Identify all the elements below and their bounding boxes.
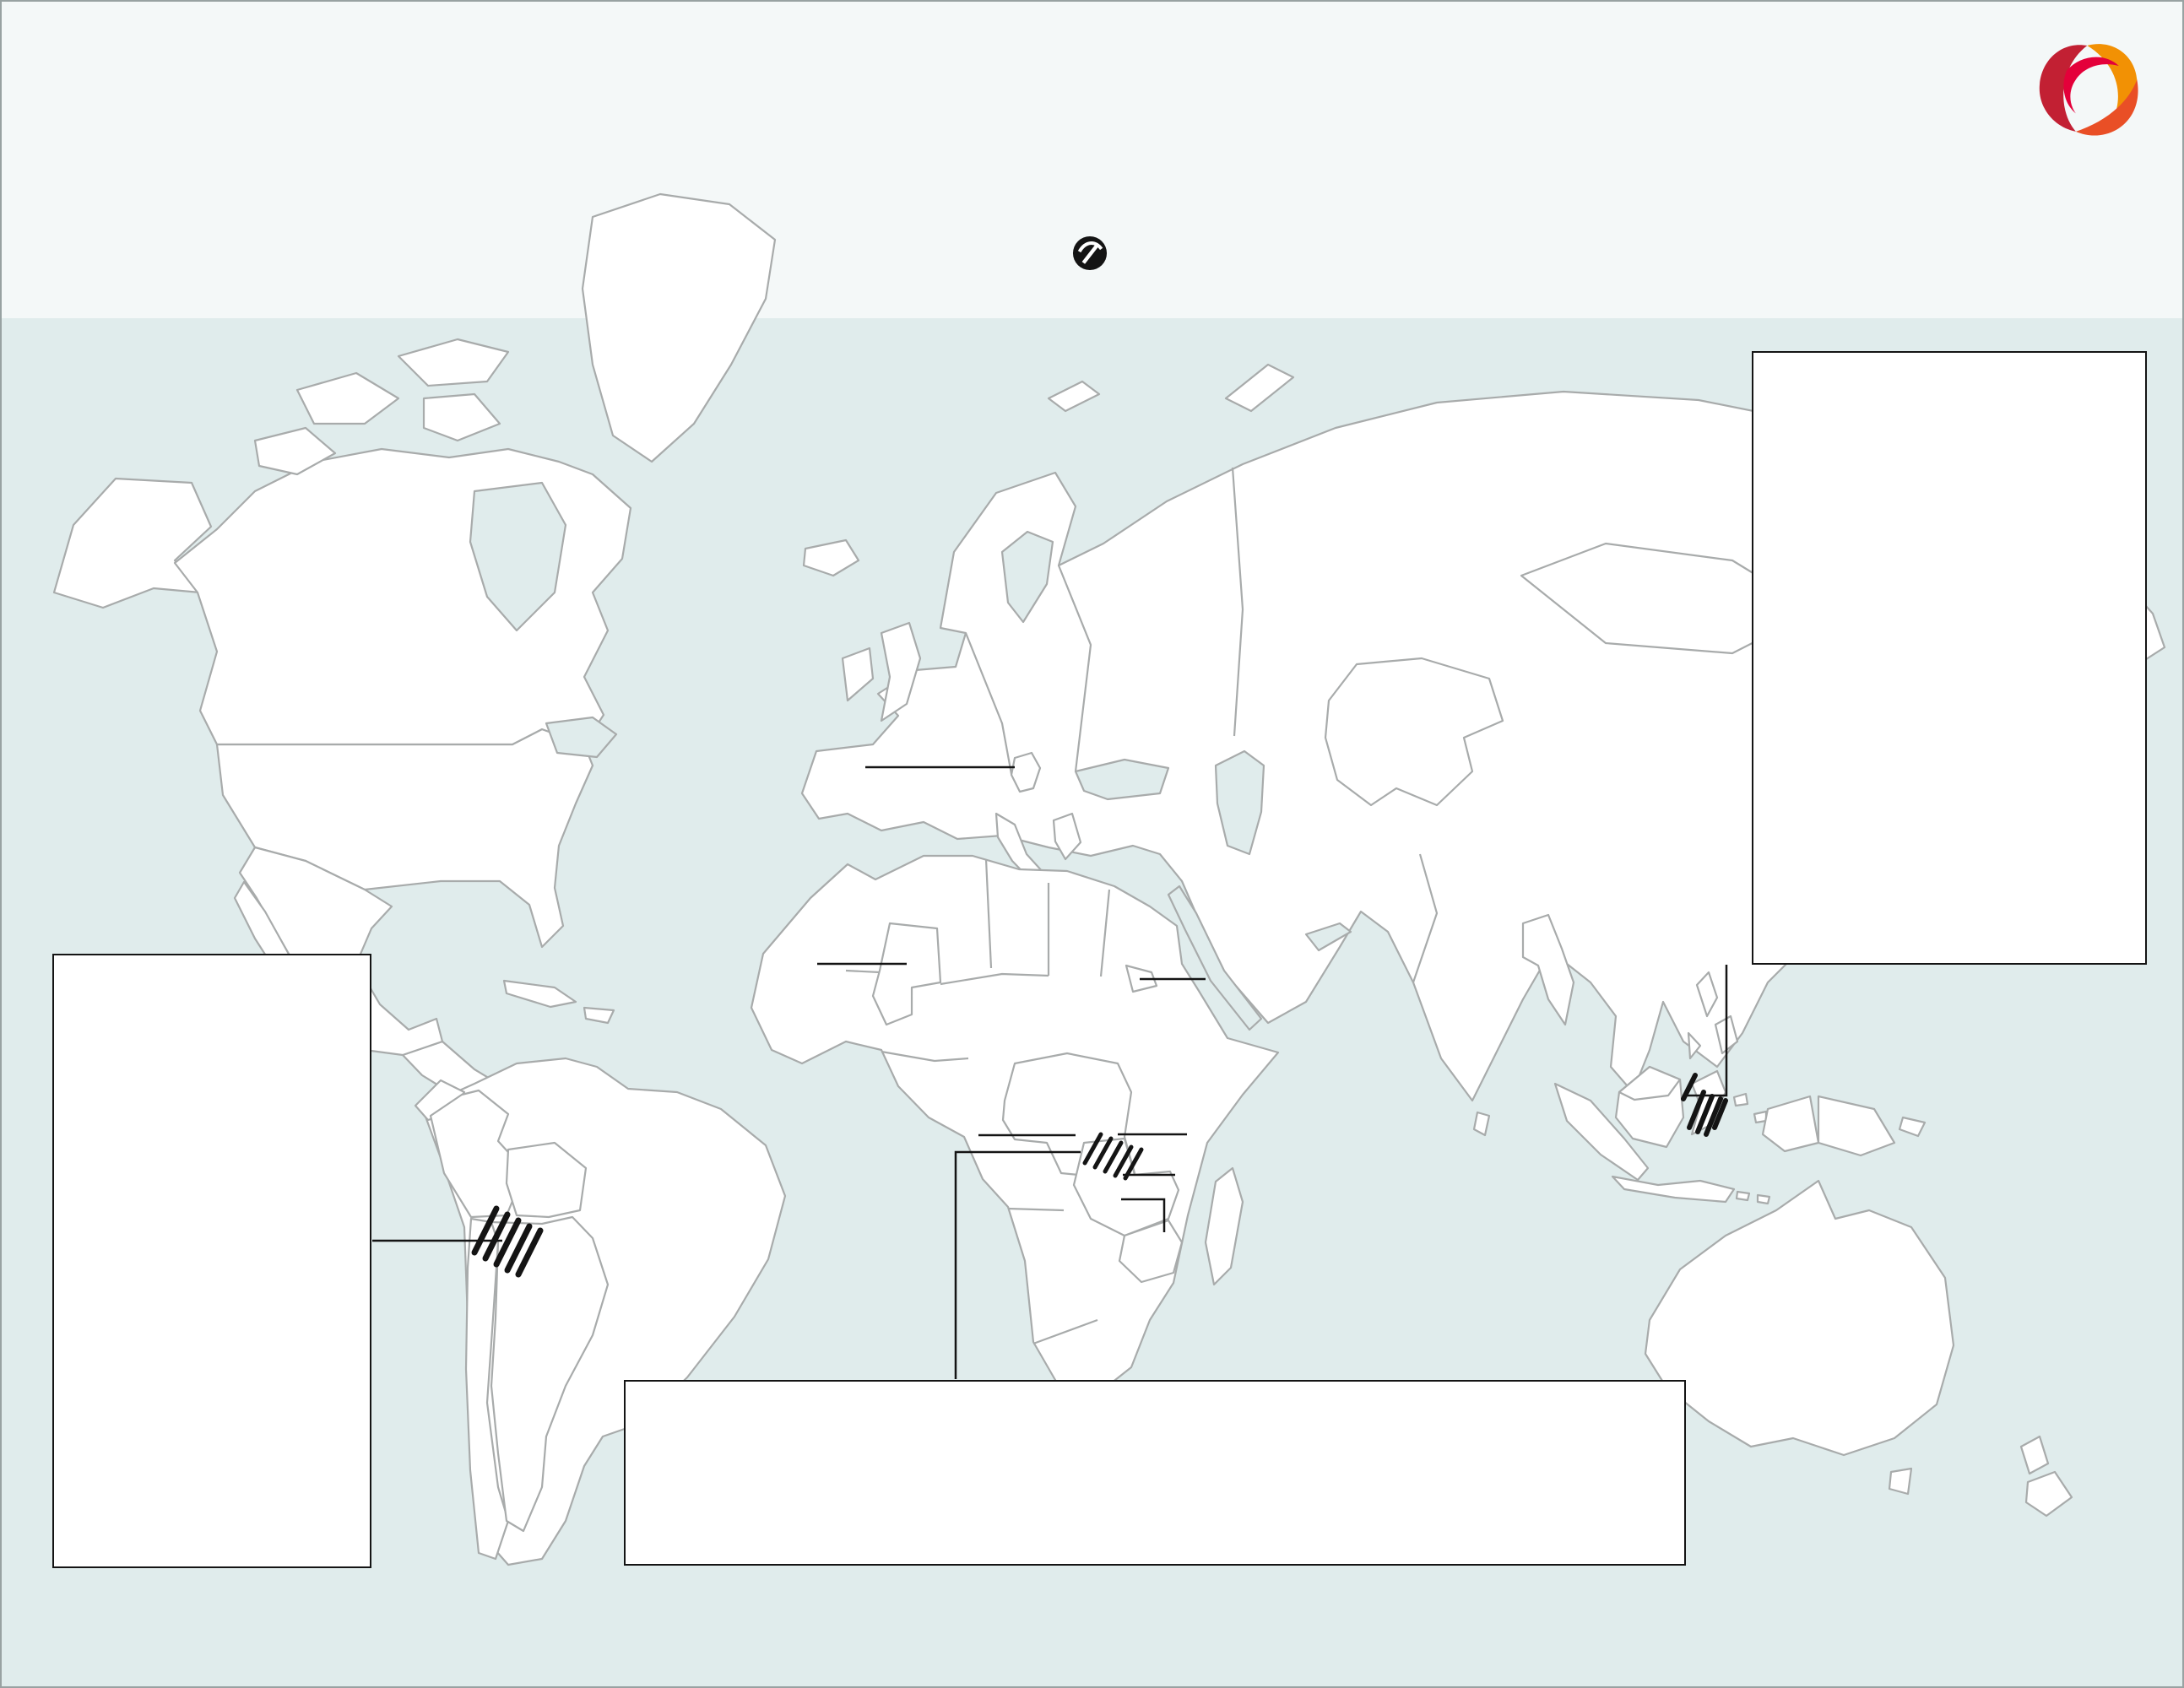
island-tasmania — [1888, 1467, 1913, 1496]
country-bolivia — [505, 1141, 588, 1219]
great-lakes — [545, 716, 618, 759]
island-moluccas — [1753, 1110, 1768, 1124]
callout-nickel-indonesia — [1752, 351, 2147, 965]
country-philippines — [1695, 971, 1719, 1018]
country-canada-arctic — [295, 371, 400, 425]
island-west-papua — [1761, 1095, 1820, 1153]
callout-lithium-triangle — [52, 954, 371, 1568]
copper-belt-hatch — [1082, 1132, 1144, 1181]
island-bali-chain — [1735, 1190, 1751, 1202]
inland-seas — [469, 481, 1352, 1031]
country-mali — [871, 922, 942, 1026]
hudson-bay — [469, 481, 567, 632]
country-philippines — [1687, 1031, 1702, 1060]
key-projects-legend — [1059, 226, 1108, 280]
connector-lines — [372, 766, 1728, 1379]
country-borders — [845, 467, 1439, 1345]
country-greece — [1052, 812, 1082, 861]
country-kazakhstan — [1324, 657, 1504, 807]
country-new-zealand — [2019, 1435, 2050, 1475]
island-new-britain — [1898, 1116, 1927, 1138]
country-myanmar — [1521, 913, 1575, 1026]
projects-legend — [55, 174, 73, 209]
country-canada-arctic — [422, 392, 501, 442]
persian-gulf — [1304, 922, 1352, 952]
connector-indonesia-box — [1683, 965, 1728, 1097]
country-ireland — [841, 647, 875, 702]
callout-drc — [624, 1380, 1686, 1566]
black-sea — [1074, 758, 1170, 801]
region-malaysia-borneo — [1618, 1065, 1682, 1101]
connector-zimbabwe — [1121, 1198, 1166, 1232]
country-canada-arctic — [397, 338, 510, 387]
country-zambia — [1072, 1137, 1180, 1237]
island-sumatra — [1553, 1082, 1650, 1182]
island-java — [1611, 1175, 1736, 1204]
country-canada-arctic — [253, 426, 337, 476]
island-novaya-zemlya — [1224, 363, 1295, 413]
country-iceland — [802, 538, 860, 577]
country-sri-lanka — [1472, 1111, 1491, 1137]
country-uk — [880, 621, 922, 722]
caspian-sea — [1214, 749, 1265, 856]
country-greenland — [581, 192, 777, 463]
hatched-regions — [471, 1073, 1728, 1278]
island-svalbard — [1047, 380, 1101, 413]
morowali-hatch — [1681, 1073, 1728, 1137]
country-madagascar — [1204, 1166, 1244, 1286]
country-argentina — [490, 1215, 610, 1533]
red-sea — [1167, 885, 1263, 1031]
country-australia — [1644, 1179, 1955, 1457]
country-new-zealand — [2024, 1470, 2073, 1518]
island-cuba — [502, 979, 577, 1009]
minerals-legend — [55, 226, 90, 280]
connector-drc-box — [954, 1150, 1081, 1379]
island-hispaniola — [583, 1006, 615, 1025]
country-png — [1817, 1095, 1896, 1157]
baltic-sea — [1000, 530, 1054, 624]
country-serbia — [1010, 751, 1042, 793]
pickaxe-icon — [1072, 235, 1108, 271]
merics-logo — [2033, 39, 2146, 152]
lithium-triangle-hatch — [471, 1205, 544, 1278]
country-alaska — [52, 477, 213, 609]
island-moluccas — [1732, 1092, 1749, 1107]
country-zimbabwe — [1118, 1219, 1184, 1284]
island-bali-chain — [1756, 1193, 1771, 1205]
